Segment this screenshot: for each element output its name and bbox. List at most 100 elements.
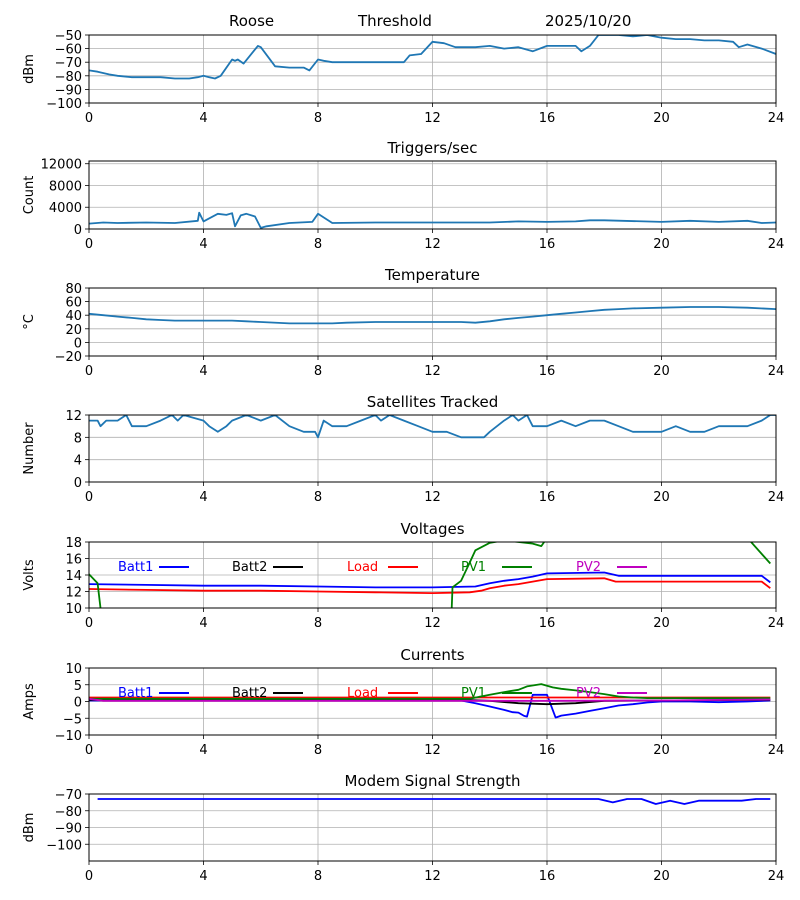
x-tick-label: 16 [539, 490, 556, 505]
x-tick-label: 0 [85, 364, 93, 379]
x-tick-label: 24 [768, 364, 785, 379]
plot-frame [88, 793, 777, 862]
y-tick-label: 10 [65, 602, 82, 617]
chart-title: Satellites Tracked [367, 393, 498, 411]
x-tick-label: 24 [768, 743, 785, 758]
y-tick-label: −90 [55, 83, 82, 98]
x-tick-label: 4 [199, 743, 207, 758]
x-tick-label: 12 [424, 237, 441, 252]
legend-label-batt1: Batt1 [118, 560, 153, 575]
y-tick-label: 0 [74, 223, 82, 238]
y-axis-label: dBm [22, 54, 37, 84]
series-line-satellites [89, 415, 776, 439]
series-line-load [89, 577, 771, 594]
legend-label-load: Load [347, 560, 378, 575]
x-tick-label: 20 [653, 869, 670, 884]
x-tick-label: 12 [424, 111, 441, 126]
y-axis-label: °C [22, 314, 37, 330]
y-tick-label: −80 [55, 70, 82, 85]
x-tick-label: 12 [424, 364, 441, 379]
legend-label-pv2: PV2 [576, 560, 601, 575]
x-tick-label: 24 [768, 111, 785, 126]
x-tick-label: 20 [653, 490, 670, 505]
x-tick-label: 12 [424, 869, 441, 884]
y-tick-label: 8000 [49, 179, 82, 194]
y-tick-label: 8 [74, 431, 82, 446]
x-tick-label: 20 [653, 364, 670, 379]
x-tick-label: 24 [768, 490, 785, 505]
y-tick-label: 80 [65, 282, 82, 297]
series-line-pv1 [89, 542, 771, 608]
legend-label-pv1: PV1 [461, 560, 486, 575]
trigger-mode: Threshold [358, 12, 432, 30]
y-tick-label: 12 [65, 586, 82, 601]
y-tick-label: 0 [74, 696, 82, 711]
x-tick-label: 4 [199, 490, 207, 505]
series-line-triggers [89, 211, 776, 229]
x-tick-label: 16 [539, 616, 556, 631]
chart-title: Modem Signal Strength [345, 772, 521, 790]
y-axis-label: Amps [22, 683, 37, 720]
y-tick-label: 0 [74, 476, 82, 491]
y-tick-label: 4 [74, 454, 82, 469]
x-tick-label: 16 [539, 743, 556, 758]
x-tick-label: 16 [539, 364, 556, 379]
plot-frame [88, 160, 777, 230]
y-tick-label: 60 [65, 296, 82, 311]
chart-title: Voltages [400, 520, 464, 538]
legend-label-batt2: Batt2 [232, 686, 267, 701]
y-tick-label: −20 [55, 350, 82, 365]
y-tick-label: −100 [46, 97, 82, 112]
y-tick-label: 20 [65, 323, 82, 338]
y-tick-label: 0 [74, 336, 82, 351]
x-tick-label: 12 [424, 616, 441, 631]
x-tick-label: 4 [199, 111, 207, 126]
plot-frame [88, 541, 777, 609]
x-tick-label: 0 [85, 616, 93, 631]
series-line-batt1 [89, 693, 771, 719]
y-axis-label: Number [22, 422, 37, 475]
x-tick-label: 16 [539, 111, 556, 126]
plot-frame [88, 414, 777, 483]
x-tick-label: 8 [314, 364, 322, 379]
chart-title: Currents [400, 646, 464, 664]
y-tick-label: 12 [65, 409, 82, 424]
y-tick-label: 40 [65, 309, 82, 324]
station-name: Roose [229, 12, 275, 30]
series-line-pv2 [89, 697, 771, 702]
x-tick-label: 4 [199, 237, 207, 252]
chart-panel-satellites: 0 4 8 12 16 20 24 12 8 4 0 Satellites Tracked Number [22, 393, 784, 505]
chart-panel-signal: 0 4 8 12 16 20 24 −50−60−70−80−90−100 dBm [22, 29, 784, 126]
x-tick-label: 20 [653, 616, 670, 631]
y-tick-label: −10 [55, 729, 82, 744]
x-tick-label: 8 [314, 237, 322, 252]
y-tick-label: 16 [65, 553, 82, 568]
y-axis-label: Count [22, 176, 37, 215]
report-date: 2025/10/20 [545, 12, 632, 30]
x-tick-label: 0 [85, 743, 93, 758]
x-tick-label: 24 [768, 869, 785, 884]
legend-label-load: Load [347, 686, 378, 701]
y-tick-label: −60 [55, 43, 82, 58]
x-tick-label: 4 [199, 869, 207, 884]
y-tick-label: 10 [65, 662, 82, 677]
y-tick-label: −100 [46, 838, 82, 853]
x-tick-label: 8 [314, 743, 322, 758]
x-tick-label: 20 [653, 111, 670, 126]
series-line-pv1 [89, 683, 771, 700]
y-tick-label: −90 [55, 822, 82, 837]
x-tick-label: 0 [85, 490, 93, 505]
plot-frame [88, 34, 777, 104]
chart-title: Temperature [384, 266, 480, 284]
x-tick-label: 24 [768, 237, 785, 252]
y-axis-label: dBm [22, 813, 37, 843]
x-tick-label: 8 [314, 616, 322, 631]
plot-frame [88, 287, 777, 357]
chart-title: Triggers/sec [387, 139, 478, 157]
x-tick-label: 24 [768, 616, 785, 631]
